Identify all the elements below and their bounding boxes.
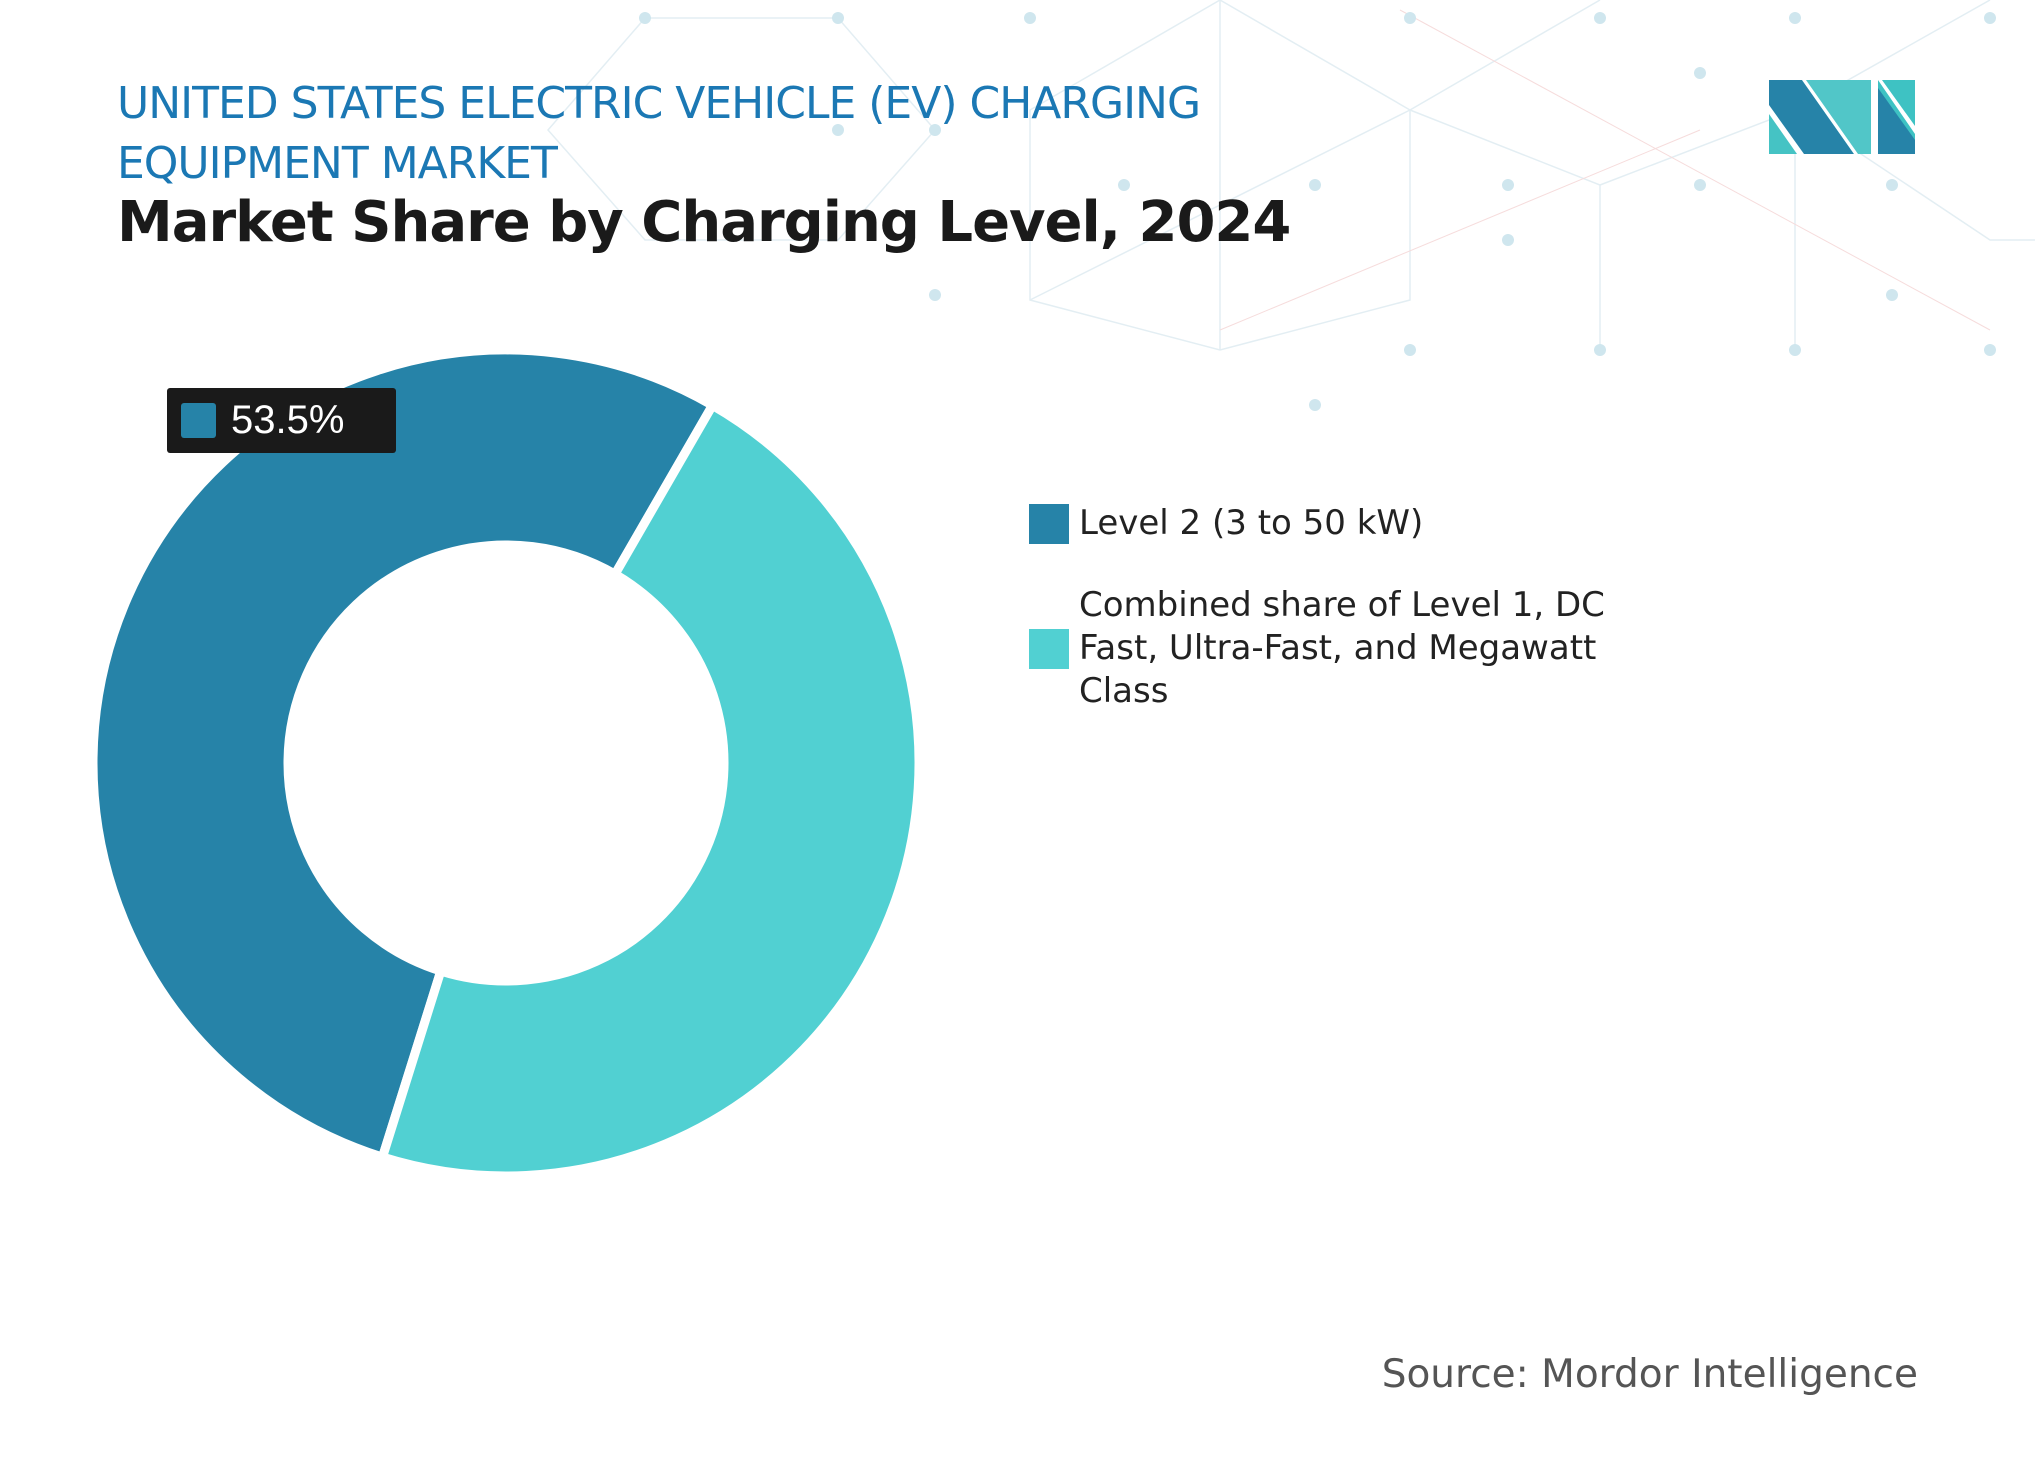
hexagon-background-pattern	[547, 0, 2035, 411]
data-label-level-2: 53.5%	[167, 388, 396, 453]
legend-swatch-combined	[1029, 628, 1069, 669]
mordor-intelligence-logo	[1769, 80, 1915, 154]
label-swatch	[181, 403, 216, 438]
legend-item-combined: Combined share of Level 1, DC Fast, Ultr…	[1029, 584, 1619, 713]
report-title: UNITED STATES ELECTRIC VEHICLE (EV) CHAR…	[117, 78, 1201, 189]
source-note: Source: Mordor Intelligence	[1381, 1352, 1918, 1397]
legend-label: Level 2 (3 to 50 kW)	[1079, 503, 1424, 543]
slice-level-2	[88, 345, 719, 1163]
data-label-value: 53.5%	[231, 398, 345, 442]
slice-combined	[376, 399, 924, 1181]
legend-swatch-level-2	[1029, 503, 1069, 544]
legend-item-level-2: Level 2 (3 to 50 kW)	[1029, 502, 1649, 545]
legend-label: Combined share of Level 1, DC Fast, Ultr…	[1079, 585, 1605, 711]
chart-subtitle: Market Share by Charging Level, 2024	[117, 190, 1291, 255]
